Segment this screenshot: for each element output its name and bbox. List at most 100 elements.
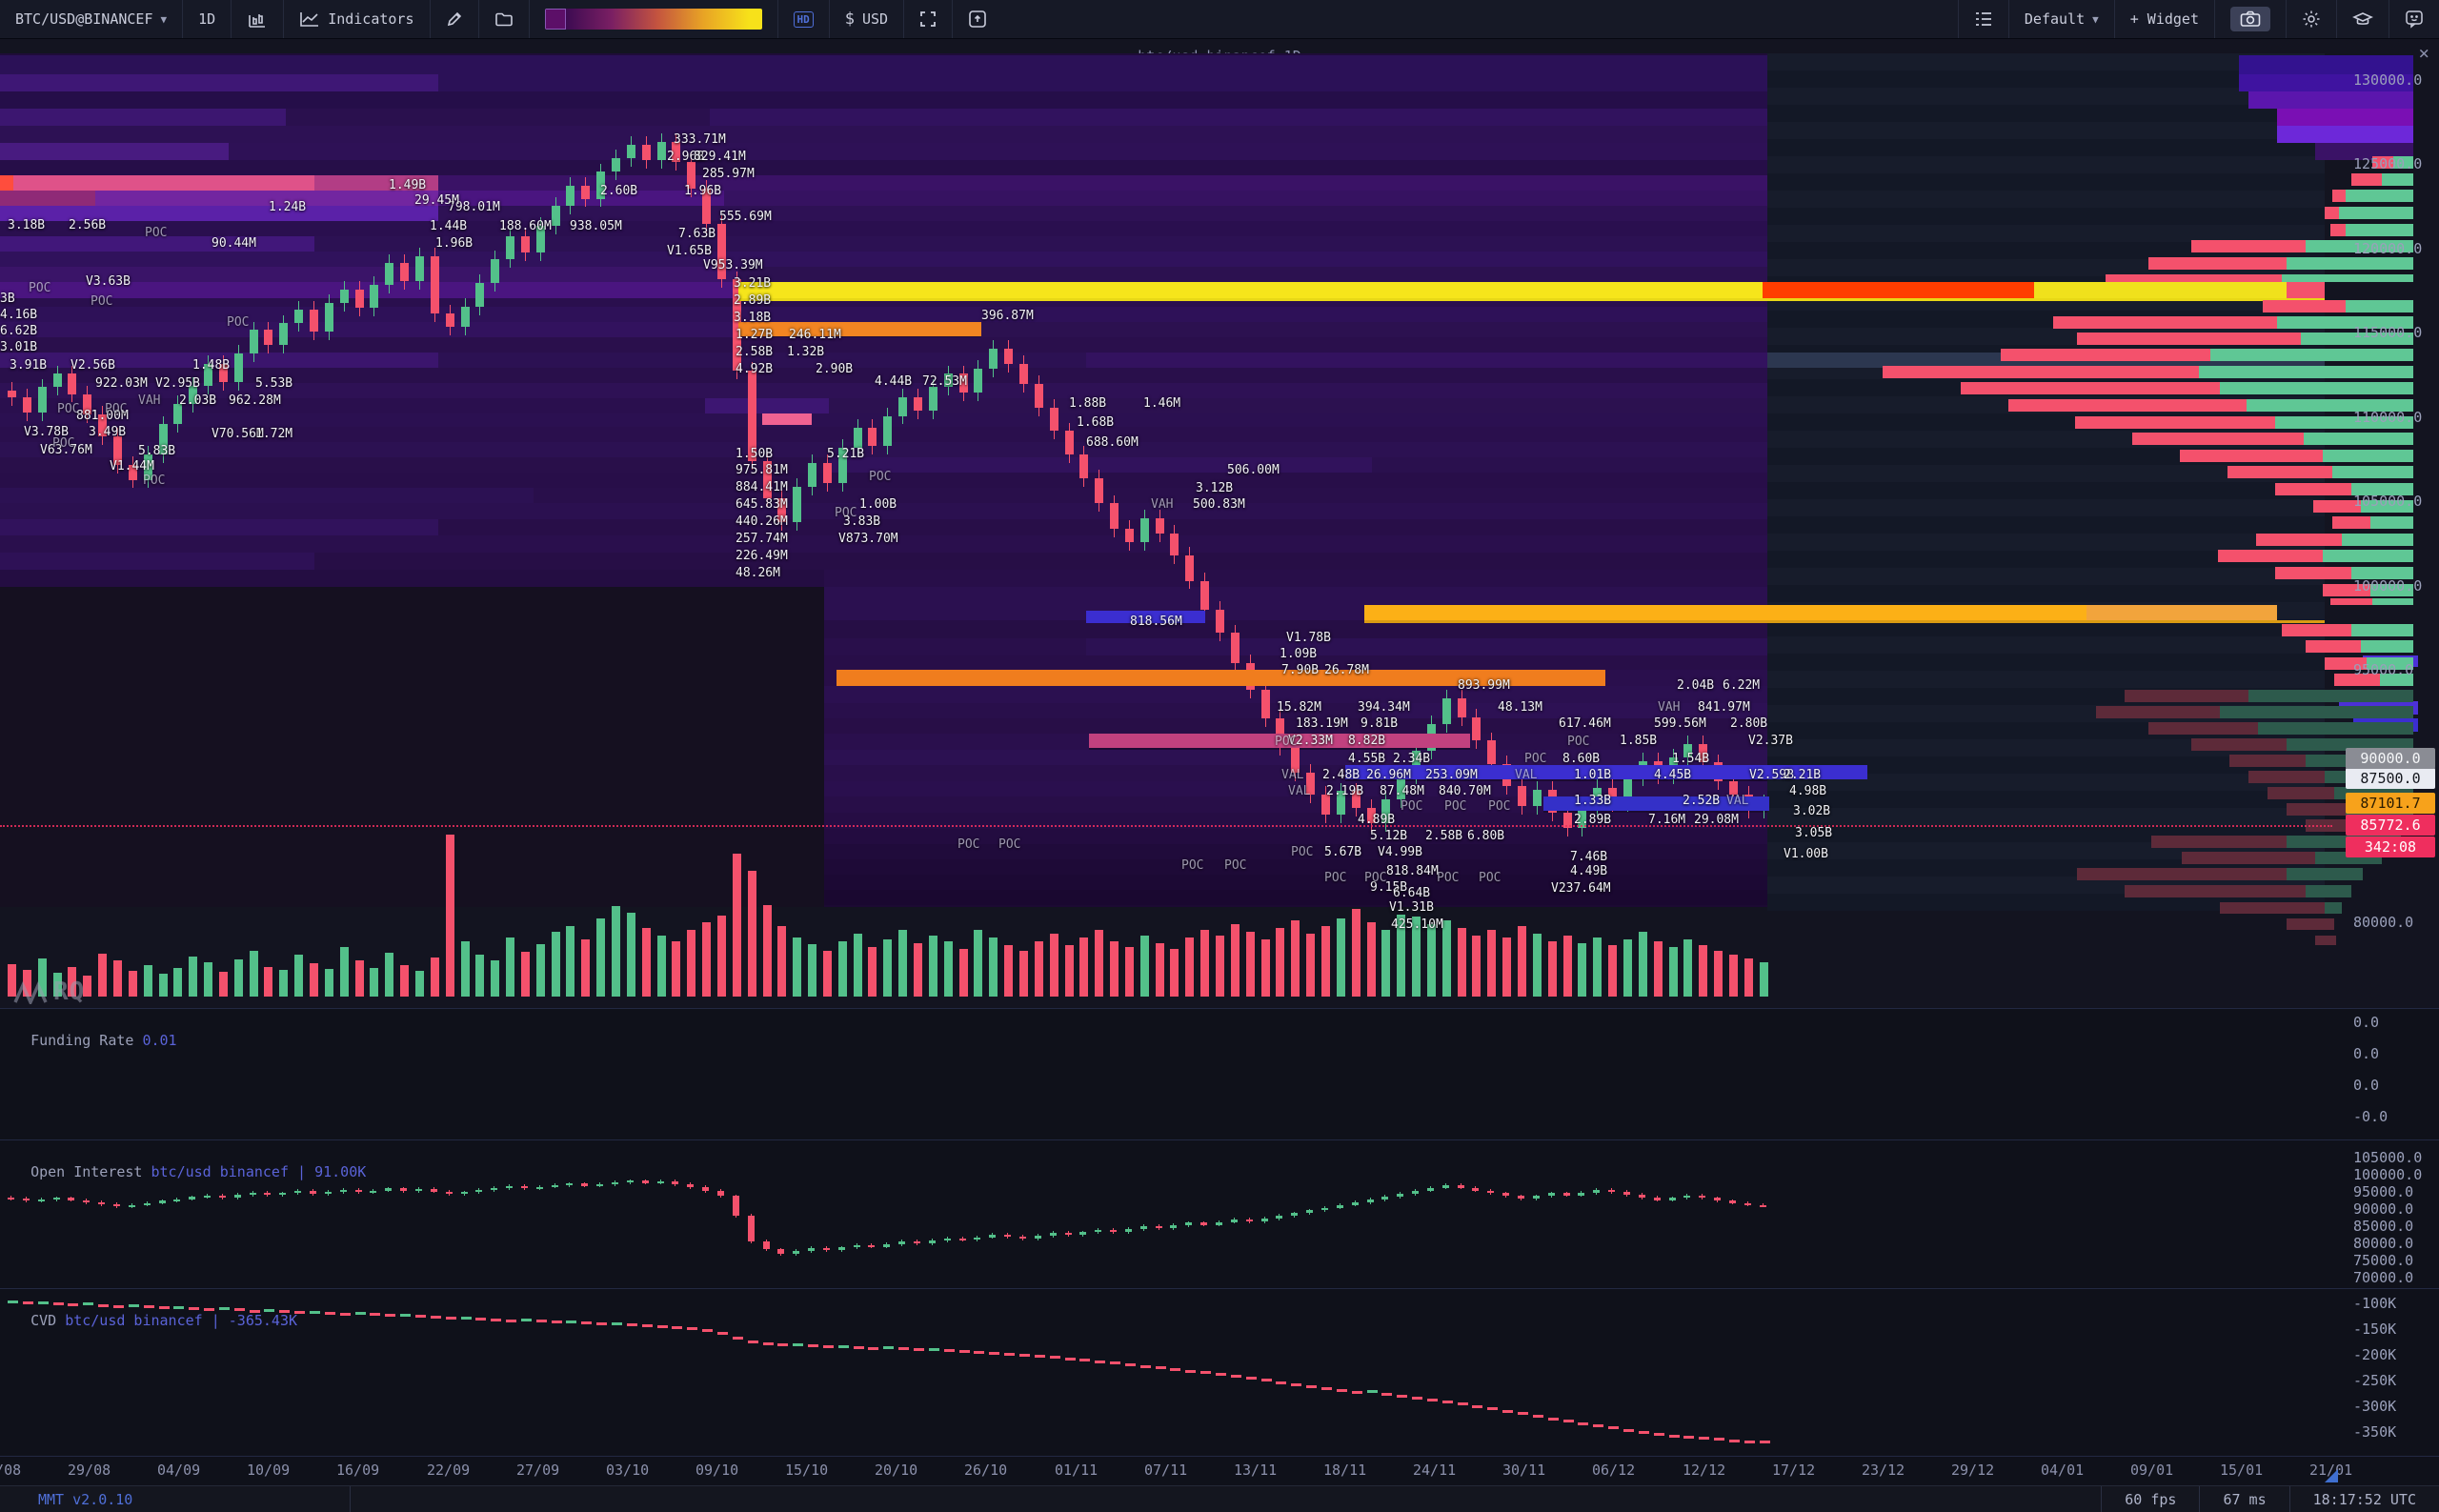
volume-profile-bar xyxy=(2220,706,2413,718)
volume-profile-label: 884.41M xyxy=(736,480,788,494)
volume-bar xyxy=(128,971,137,997)
candle xyxy=(1412,751,1421,776)
heatmap-band xyxy=(0,109,286,126)
cvd-dash xyxy=(943,1348,955,1352)
candle xyxy=(158,424,168,455)
candle xyxy=(974,369,983,393)
volume-profile-label: V4.99B xyxy=(1378,845,1422,859)
volume-profile-bar xyxy=(2393,156,2413,169)
oi-candle xyxy=(1276,1216,1283,1220)
cvd-dash xyxy=(732,1337,743,1341)
volume-profile-bar xyxy=(2351,173,2382,186)
cvd-dash xyxy=(491,1318,502,1321)
symbol-selector[interactable]: BTC/USD@BINANCEF ▼ xyxy=(15,10,167,28)
templates-button[interactable] xyxy=(494,11,514,28)
heatmap-band xyxy=(438,206,1767,221)
add-widget-button[interactable]: + Widget xyxy=(2129,10,2199,28)
volume-profile-bar xyxy=(2342,534,2413,546)
cvd-dash xyxy=(626,1322,637,1326)
close-icon[interactable]: × xyxy=(2418,43,2429,64)
time-axis-label: 09/01 xyxy=(2130,1462,2174,1479)
volume-profile-label: 2.89B xyxy=(734,293,772,308)
watchlist-button[interactable] xyxy=(1974,11,1993,27)
volume-profile-bar xyxy=(2323,450,2413,462)
bg-stripe xyxy=(1767,534,2325,551)
volume-profile-label: 2.04B xyxy=(1677,678,1715,693)
volume-bar xyxy=(808,944,817,997)
cvd-dash xyxy=(1306,1384,1318,1388)
oi-candle xyxy=(1139,1226,1147,1229)
volume-bar xyxy=(1260,939,1270,997)
heatmap-gradient-picker[interactable] xyxy=(544,9,762,30)
heatmap-band xyxy=(0,143,229,160)
oi-candle xyxy=(1034,1236,1041,1239)
cvd-dash xyxy=(596,1322,608,1326)
cvd-axis-label: -150K xyxy=(2353,1320,2397,1338)
tutorials-button[interactable] xyxy=(2352,10,2373,28)
volume-bar xyxy=(1502,937,1512,997)
price-axis-label: 130000.0 xyxy=(2353,71,2423,89)
volume-profile-label: 2.48B xyxy=(1322,768,1361,782)
preset-label: Default xyxy=(2024,10,2086,28)
candle xyxy=(914,397,922,412)
bg-stripe xyxy=(1767,105,2325,122)
draw-button[interactable] xyxy=(446,10,463,28)
volume-profile-label: POC xyxy=(1444,799,1467,814)
dollar-icon: $ xyxy=(844,10,855,29)
oi-candle xyxy=(687,1184,695,1187)
oi-candle xyxy=(1291,1213,1299,1217)
settings-button[interactable] xyxy=(2302,10,2321,29)
volume-bar xyxy=(520,952,530,997)
main-chart-pane[interactable]: btc/usd binancef 1D × 333.71M2.96B829.41… xyxy=(0,39,2439,1008)
screenshot-button[interactable] xyxy=(2230,7,2270,31)
chart-type-button[interactable] xyxy=(247,10,268,29)
candle xyxy=(1457,698,1466,717)
panel-separator xyxy=(0,1139,2439,1140)
heatmap-band xyxy=(0,307,1767,322)
volume-profile-label: 48.13M xyxy=(1498,700,1542,715)
indicators-button[interactable]: Indicators xyxy=(299,10,414,28)
candle xyxy=(551,205,560,226)
cvd-dash xyxy=(868,1346,879,1350)
volume-profile-label: 3.91B xyxy=(10,358,48,373)
export-button[interactable] xyxy=(968,10,987,29)
latency-indicator: 67 ms xyxy=(2199,1486,2288,1512)
volume-bar xyxy=(1095,930,1104,997)
cvd-dash xyxy=(1276,1381,1287,1384)
candle xyxy=(385,262,394,285)
gear-icon xyxy=(2303,10,2320,28)
volume-profile-bar xyxy=(2370,516,2413,529)
volume-profile-label: 829.41M xyxy=(694,150,746,164)
volume-profile-label: 226.49M xyxy=(736,549,788,563)
volume-bar xyxy=(1018,951,1028,997)
hd-toggle[interactable]: HD xyxy=(793,10,814,28)
clock-utc: 18:17:52 UTC xyxy=(2288,1486,2439,1512)
feedback-button[interactable] xyxy=(2405,10,2424,29)
candle xyxy=(1230,633,1240,664)
volume-bar xyxy=(1110,941,1119,997)
volume-profile-label: V1.00B xyxy=(1784,847,1828,861)
volume-profile-bar xyxy=(2315,936,2336,945)
oi-candle xyxy=(1578,1192,1585,1196)
volume-bar xyxy=(1608,945,1618,997)
fullscreen-button[interactable] xyxy=(919,10,937,28)
candle xyxy=(98,413,108,436)
heatmap-band xyxy=(229,143,1767,160)
volume-bar xyxy=(1744,958,1753,997)
volume-profile-label: 688.60M xyxy=(1086,435,1139,450)
cvd-dash xyxy=(1683,1436,1695,1440)
price-axis-label: 110000.0 xyxy=(2353,409,2423,426)
volume-profile-bar xyxy=(2372,156,2393,169)
volume-bar xyxy=(1683,939,1693,997)
layout-preset-dropdown[interactable]: Default ▼ xyxy=(2025,10,2099,28)
timeframe-button[interactable]: 1D xyxy=(198,10,216,28)
candle xyxy=(143,454,152,480)
heatmap-band xyxy=(824,781,1767,796)
cvd-dash xyxy=(1714,1438,1725,1441)
oi-axis-label: 80000.0 xyxy=(2353,1235,2414,1252)
currency-toggle[interactable]: $ USD xyxy=(845,10,888,29)
volume-profile-bar xyxy=(2370,584,2413,596)
volume-profile-label: 2.34B xyxy=(1393,752,1431,766)
oi-candle xyxy=(1306,1210,1314,1214)
volume-bar xyxy=(1623,939,1632,997)
